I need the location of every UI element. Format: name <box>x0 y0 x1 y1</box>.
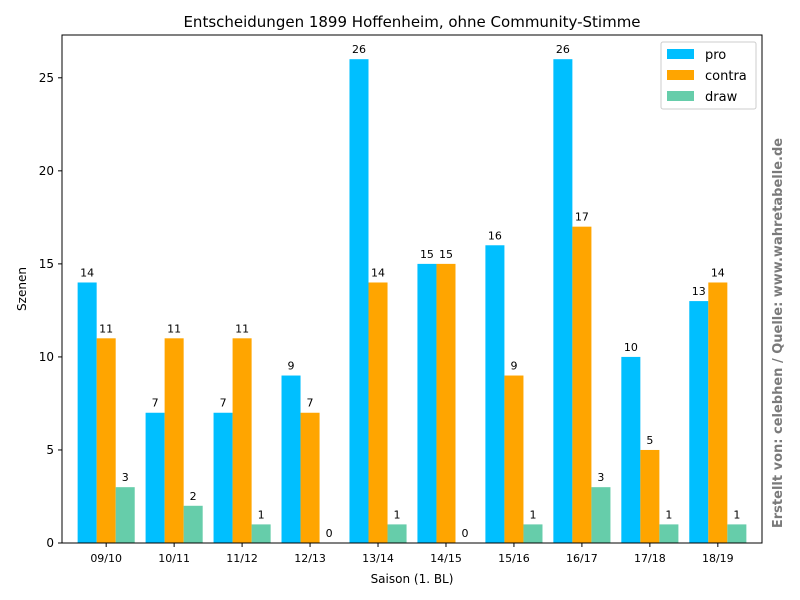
bar-contra <box>708 282 728 543</box>
x-axis: 09/10 10/11 11/12 12/13 13/14 14/15 15/16 16/17… <box>90 543 734 565</box>
x-tick-label: 16/17 <box>566 552 598 565</box>
bar-contra <box>232 338 252 543</box>
bar-draw <box>727 524 747 543</box>
data-label-draw: 3 <box>122 471 129 484</box>
data-label-contra: 9 <box>510 360 517 373</box>
data-label-draw: 1 <box>394 508 401 521</box>
x-tick-label: 10/11 <box>158 552 190 565</box>
bar-pro <box>553 59 573 543</box>
bar-draw <box>659 524 679 543</box>
bar-pro <box>281 375 301 543</box>
y-axis: 0 5 10 15 20 25 <box>39 71 62 550</box>
chart-title: Entscheidungen 1899 Hoffenheim, ohne Com… <box>183 13 640 31</box>
y-tick-label: 0 <box>46 536 54 550</box>
data-label-pro: 7 <box>220 397 227 410</box>
bar-pro <box>689 301 709 543</box>
legend-label-draw: draw <box>705 90 738 105</box>
bar-contra <box>96 338 116 543</box>
bar-pro <box>485 245 505 543</box>
bars-group <box>77 59 747 543</box>
data-label-contra: 14 <box>711 266 725 279</box>
data-label-draw: 0 <box>462 527 469 540</box>
legend: pro contra draw <box>660 41 757 110</box>
data-label-contra: 5 <box>646 434 653 447</box>
data-label-draw: 1 <box>529 508 536 521</box>
x-tick-label: 18/19 <box>702 552 734 565</box>
data-label-pro: 26 <box>556 43 570 56</box>
source-watermark: Erstellt von: celebhen / Quelle: www.wah… <box>771 138 786 528</box>
y-tick-label: 10 <box>39 350 54 364</box>
data-label-contra: 11 <box>99 322 113 335</box>
y-tick-label: 5 <box>46 443 54 457</box>
legend-label-pro: pro <box>705 48 726 63</box>
bar-draw <box>183 505 203 543</box>
x-tick-label: 09/10 <box>90 552 122 565</box>
x-tick-label: 17/18 <box>634 552 666 565</box>
plot-frame <box>61 34 763 544</box>
bar-contra <box>368 282 388 543</box>
y-axis-label: Szenen <box>15 267 29 311</box>
x-tick-label: 11/12 <box>226 552 258 565</box>
x-tick-label: 15/16 <box>498 552 530 565</box>
data-label-pro: 14 <box>80 266 94 279</box>
data-label-pro: 15 <box>420 248 434 261</box>
bar-contra <box>504 375 524 543</box>
bar-pro <box>77 282 97 543</box>
legend-swatch-contra <box>667 70 694 80</box>
bar-draw <box>115 487 135 543</box>
bar-contra <box>436 263 456 543</box>
y-tick-label: 20 <box>39 164 54 178</box>
data-label-draw: 1 <box>733 508 740 521</box>
data-label-pro: 16 <box>488 229 502 242</box>
data-label-pro: 26 <box>352 43 366 56</box>
bar-draw <box>387 524 407 543</box>
bar-pro <box>145 412 165 543</box>
data-label-contra: 15 <box>439 248 453 261</box>
data-label-draw: 3 <box>597 471 604 484</box>
bar-contra <box>572 226 592 543</box>
data-label-pro: 9 <box>288 360 295 373</box>
y-tick-label: 15 <box>39 257 54 271</box>
x-tick-label: 12/13 <box>294 552 326 565</box>
bar-draw <box>523 524 543 543</box>
data-label-pro: 13 <box>692 285 706 298</box>
data-label-draw: 1 <box>665 508 672 521</box>
bar-pro <box>349 59 369 543</box>
data-label-draw: 0 <box>326 527 333 540</box>
x-axis-label: Saison (1. BL) <box>371 572 454 586</box>
data-label-pro: 7 <box>152 397 159 410</box>
y-tick-label: 25 <box>39 71 54 85</box>
bar-pro <box>621 356 641 543</box>
bar-draw <box>251 524 271 543</box>
data-label-contra: 11 <box>167 322 181 335</box>
data-label-draw: 1 <box>258 508 265 521</box>
data-label-draw: 2 <box>190 490 197 503</box>
data-label-contra: 7 <box>307 397 314 410</box>
legend-label-contra: contra <box>705 69 747 84</box>
legend-swatch-pro <box>667 49 694 59</box>
bar-contra <box>164 338 184 543</box>
data-label-contra: 17 <box>575 211 589 224</box>
bar-contra <box>640 449 660 543</box>
bar-draw <box>591 487 611 543</box>
bar-pro <box>417 263 437 543</box>
x-tick-label: 13/14 <box>362 552 394 565</box>
data-label-contra: 14 <box>371 266 385 279</box>
legend-swatch-draw <box>667 91 694 101</box>
bar-pro <box>213 412 233 543</box>
data-label-contra: 11 <box>235 322 249 335</box>
data-label-pro: 10 <box>624 341 638 354</box>
bar-contra <box>300 412 320 543</box>
x-tick-label: 14/15 <box>430 552 462 565</box>
